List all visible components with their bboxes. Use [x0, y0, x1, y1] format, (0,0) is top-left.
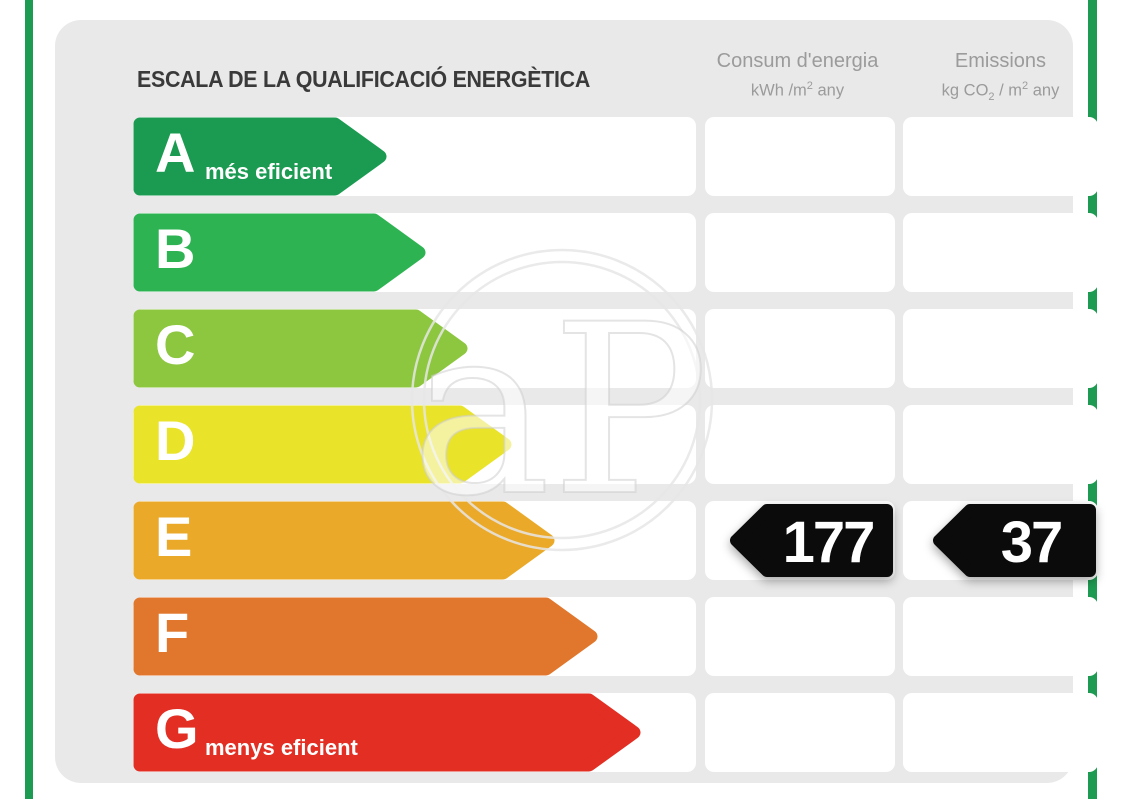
emissions-cell [903, 597, 1098, 676]
bar-cell: C [133, 309, 696, 388]
rating-letter: E [155, 505, 193, 568]
rating-row-c: C [133, 309, 1098, 388]
rating-letter: B [155, 217, 196, 280]
page-title: ESCALA DE LA QUALIFICACIÓ ENERGÈTICA [137, 66, 591, 92]
bar-cell: B [133, 213, 696, 292]
rating-letter: D [155, 409, 196, 472]
rating-arrow-bar [133, 501, 555, 580]
rating-letter: A [155, 121, 196, 184]
consum-cell [705, 405, 895, 484]
consum-cell: 177 [705, 501, 895, 580]
rating-letter: G [155, 697, 199, 760]
bar-cell: F [133, 597, 696, 676]
bar-cell: D [133, 405, 696, 484]
emissions-title: Emissions [954, 50, 1047, 72]
right-green-border [1088, 0, 1097, 799]
left-green-border [25, 0, 33, 799]
rating-row-f: F [133, 597, 1098, 676]
svg-text:177: 177 [783, 510, 874, 575]
rating-arrow-bar [133, 117, 387, 196]
emissions-cell [903, 117, 1098, 196]
bar-cell: G menys eficient [133, 693, 696, 772]
rating-arrow-bar [133, 597, 598, 676]
rating-row-a: A més eficient [133, 117, 1098, 196]
svg-text:37: 37 [1001, 510, 1062, 575]
rating-arrow-bar [133, 213, 426, 292]
rating-sublabel: més eficient [205, 159, 333, 184]
emissions-unit: kg CO2 / m2 any [941, 80, 1060, 103]
consum-cell [705, 213, 895, 292]
rating-letter: F [155, 601, 190, 664]
rating-arrow-bar [133, 693, 641, 772]
column-header-emissions: Emissions kg CO2 / m2 any [903, 50, 1098, 106]
emissions-cell [903, 309, 1098, 388]
consum-unit: kWh /m2 any [750, 80, 845, 100]
rating-row-b: B [133, 213, 1098, 292]
consum-cell [705, 309, 895, 388]
rating-letter: C [155, 313, 196, 376]
bar-cell: A més eficient [133, 117, 696, 196]
consum-cell [705, 117, 895, 196]
consum-value-badge: 177 [730, 503, 894, 578]
consum-cell [705, 693, 895, 772]
emissions-cell: 37 [903, 501, 1098, 580]
scale-panel: ESCALA DE LA QUALIFICACIÓ ENERGÈTICA Con… [55, 20, 1098, 783]
bar-cell: E [133, 501, 696, 580]
consum-title: Consum d'energia [716, 50, 879, 72]
rating-sublabel: menys eficient [205, 735, 358, 760]
emissions-cell [903, 213, 1098, 292]
rating-row-d: D [133, 405, 1098, 484]
column-header-consum: Consum d'energia kWh /m2 any [700, 50, 895, 100]
emissions-cell [903, 405, 1098, 484]
rating-row-g: G menys eficient [133, 693, 1098, 772]
emissions-cell [903, 693, 1098, 772]
consum-cell [705, 597, 895, 676]
rating-row-e: E 177 37 [133, 501, 1098, 580]
emissions-value-badge: 37 [933, 503, 1097, 578]
